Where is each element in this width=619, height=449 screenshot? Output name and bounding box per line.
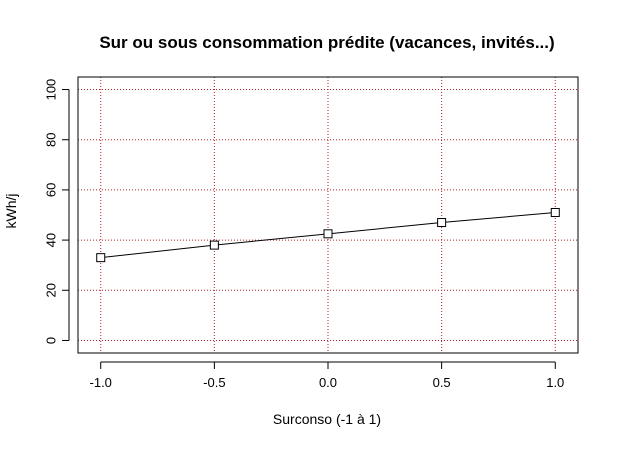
x-tick-label-0: -1.0: [90, 375, 112, 390]
data-point-0-1: [209, 240, 219, 250]
x-axis-label: Surconso (-1 à 1): [273, 411, 381, 427]
data-point-0-4: [550, 207, 560, 217]
x-tick-label-4: 1.0: [546, 375, 564, 390]
x-tick-label-1: -0.5: [203, 375, 225, 390]
data-point-0-3: [437, 218, 447, 228]
y-axis-label: kWh/j: [3, 194, 19, 229]
x-tick-label-2: 0.0: [319, 375, 337, 390]
x-tick-label-3: 0.5: [433, 375, 451, 390]
y-tick-label-3: 60: [44, 183, 59, 197]
plot-frame: [77, 76, 579, 354]
y-tick-label-1: 20: [44, 283, 59, 297]
y-tick-label-2: 40: [44, 233, 59, 247]
y-tick-label-0: 0: [44, 337, 59, 344]
y-tick-label-5: 100: [44, 79, 59, 101]
axes: -1.0 -0.5 0.0 0.5 1.0 0 20 40 60 80 100: [44, 79, 565, 390]
data-point-0-0: [96, 253, 106, 263]
data-point-0-2: [323, 229, 333, 239]
series-layer: [96, 207, 560, 263]
chart-title: Sur ou sous consommation prédite (vacanc…: [99, 33, 554, 52]
y-tick-label-4: 80: [44, 132, 59, 146]
